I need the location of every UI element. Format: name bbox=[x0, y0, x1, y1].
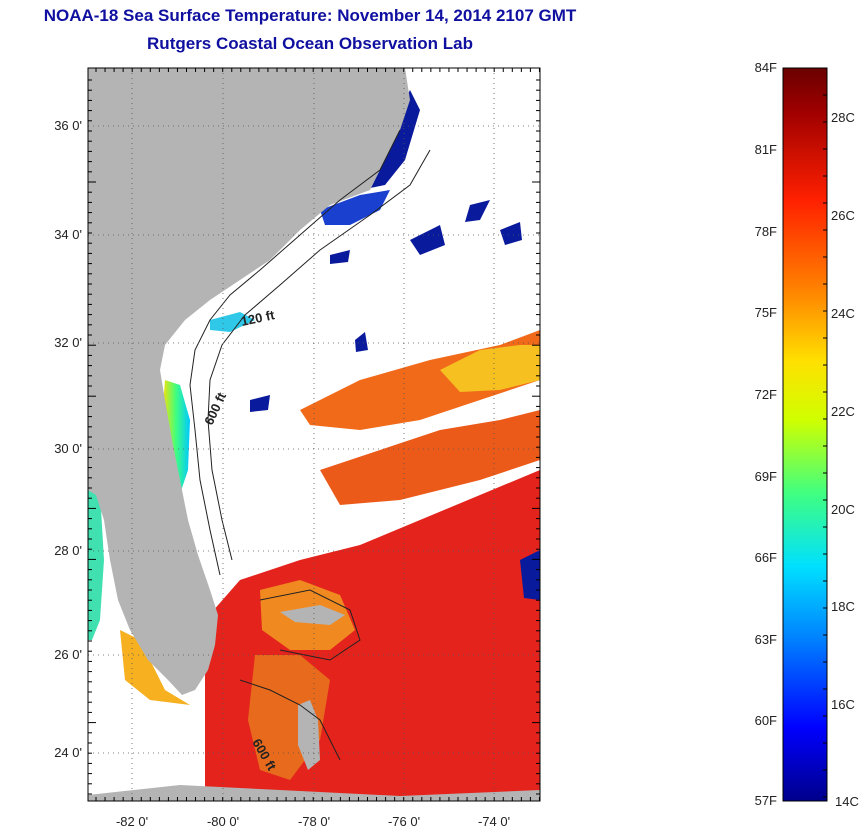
map-subtitle: Rutgers Coastal Ocean Observation Lab bbox=[147, 34, 473, 53]
colorbar-f-label: 69F bbox=[755, 469, 777, 484]
colorbar-f-label: 60F bbox=[755, 713, 777, 728]
lat-label: 28 0' bbox=[54, 543, 82, 558]
colorbar-f-label: 72F bbox=[755, 387, 777, 402]
colorbar-c-label: 14C bbox=[835, 794, 859, 809]
lon-label: -76 0' bbox=[388, 814, 420, 829]
colorbar-c-label: 28C bbox=[831, 110, 855, 125]
yellow-patch bbox=[440, 345, 540, 392]
colorbar-f-label: 75F bbox=[755, 305, 777, 320]
contour-label-120ft: 120 ft bbox=[240, 307, 277, 329]
contour-600ft bbox=[207, 149, 431, 561]
lat-label: 34 0' bbox=[54, 227, 82, 242]
orange-band-2 bbox=[320, 410, 540, 505]
lon-label: -74 0' bbox=[478, 814, 510, 829]
sst-field: 120 ft 600 ft 600 ft bbox=[88, 68, 540, 801]
colorbar-f-label: 84F bbox=[755, 60, 777, 75]
colorbar-c-label: 26C bbox=[831, 208, 855, 223]
lat-label: 32 0' bbox=[54, 335, 82, 350]
lat-label: 36 0' bbox=[54, 118, 82, 133]
lat-axis: 36 0' 34 0' 32 0' 30 0' 28 0' 26 0' 24 0… bbox=[54, 118, 82, 760]
colorbar-f-label: 66F bbox=[755, 550, 777, 565]
colorbar-c-label: 24C bbox=[831, 306, 855, 321]
graticule bbox=[88, 68, 540, 801]
land-southeast-us bbox=[88, 68, 410, 695]
colorbar-c-label: 20C bbox=[831, 502, 855, 517]
lat-label: 26 0' bbox=[54, 647, 82, 662]
colorbar-gradient bbox=[782, 67, 828, 802]
colorbar-f-label: 81F bbox=[755, 142, 777, 157]
map-title: NOAA-18 Sea Surface Temperature: Novembe… bbox=[43, 6, 577, 25]
colorbar-c-label: 22C bbox=[831, 404, 855, 419]
land-andros bbox=[298, 700, 320, 770]
colorbar-c-label: 18C bbox=[831, 599, 855, 614]
colorbar-f-label: 78F bbox=[755, 224, 777, 239]
lat-label: 30 0' bbox=[54, 441, 82, 456]
contour-120ft bbox=[189, 129, 401, 576]
map-frame bbox=[87, 67, 541, 802]
colorbar-f-label: 57F bbox=[755, 793, 777, 808]
lon-label: -82 0' bbox=[116, 814, 148, 829]
axis-ticks bbox=[88, 68, 540, 801]
colorbar-c-label: 16C bbox=[831, 697, 855, 712]
colorbar-f-label: 63F bbox=[755, 632, 777, 647]
lat-label: 24 0' bbox=[54, 745, 82, 760]
lon-axis: -82 0' -80 0' -78 0' -76 0' -74 0' bbox=[116, 814, 510, 829]
cold-shelf bbox=[320, 190, 390, 225]
lon-label: -80 0' bbox=[207, 814, 239, 829]
lon-label: -78 0' bbox=[298, 814, 330, 829]
colorbar: 84F 81F 78F 75F 72F 69F 66F 63F 60F 57F … bbox=[755, 60, 859, 809]
